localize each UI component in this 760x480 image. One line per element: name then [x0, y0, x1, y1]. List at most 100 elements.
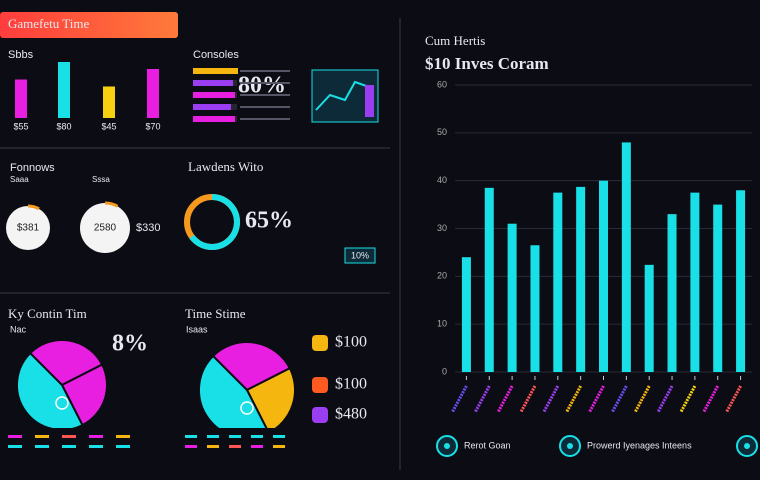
legend-swatch [8, 435, 22, 438]
mini-bar-label: $45 [101, 121, 116, 131]
stat-arc [104, 201, 119, 208]
legend-swatch [229, 435, 241, 438]
legend-swatch [251, 445, 263, 448]
panel-sub: Nac [10, 324, 27, 334]
legend-swatch [116, 445, 130, 448]
percent-label: 65% [245, 208, 293, 234]
bar [461, 257, 471, 372]
progress-bar [193, 68, 238, 74]
item-icon [312, 407, 328, 423]
button-dot [744, 443, 750, 449]
progress-bar [193, 104, 231, 110]
progress-tick [240, 70, 290, 72]
pie-slice [28, 339, 104, 387]
panel-title: Consoles [193, 49, 239, 61]
pie-hub [240, 401, 254, 415]
item-icon [312, 377, 328, 393]
panel-title: Fonnows [10, 162, 55, 174]
x-label-deco [656, 385, 674, 413]
progress-tick [240, 94, 290, 96]
legend-swatch [89, 445, 103, 448]
progress-tick [240, 118, 290, 120]
legend-swatch [229, 445, 241, 448]
legend-swatch [185, 445, 197, 448]
stat-arc [27, 204, 40, 211]
x-label-deco [542, 385, 560, 413]
item-value: $480 [335, 406, 367, 423]
mini-bar [15, 79, 27, 118]
mini-bar [103, 86, 115, 118]
bar [736, 190, 746, 372]
panel-sub: Isaas [186, 324, 208, 334]
item-value: $100 [335, 376, 367, 393]
bar [599, 180, 608, 372]
x-label-deco [565, 385, 582, 413]
legend-swatch [62, 445, 76, 448]
y-tick-label: 20 [437, 271, 447, 281]
progress-bar [193, 116, 235, 122]
y-tick-label: 60 [437, 79, 447, 89]
stat-circle [6, 206, 50, 250]
y-tick-label: 0 [442, 366, 447, 376]
donut-arc [189, 194, 240, 250]
legend-swatch [35, 445, 49, 448]
panel-label: Sbbs [8, 49, 34, 61]
bar [530, 245, 540, 372]
progress-tick [240, 82, 290, 84]
x-label-deco [679, 385, 697, 413]
y-tick-label: 50 [437, 127, 447, 137]
y-tick-label: 40 [437, 175, 447, 185]
x-label-deco [702, 385, 720, 413]
x-label-deco [725, 385, 742, 413]
legend-swatch [35, 435, 49, 438]
bar [621, 142, 631, 372]
thumbnail-bar [365, 85, 374, 117]
bar [484, 187, 494, 372]
pie-slice [211, 341, 292, 392]
pie-hub [55, 396, 69, 410]
pie-slice [60, 363, 108, 427]
x-label-deco [519, 385, 537, 413]
legend-swatch [207, 445, 219, 448]
legend-swatch [207, 435, 219, 438]
legend-swatch [8, 445, 22, 448]
button-label: Rerot Goan [464, 440, 511, 450]
progress-bar [193, 80, 233, 86]
badge-label: 10% [351, 250, 369, 260]
bar [644, 264, 654, 372]
bar [553, 192, 563, 372]
button-dot [567, 443, 573, 449]
x-label-deco [473, 385, 491, 413]
legend-swatch [273, 445, 285, 448]
y-tick-label: 30 [437, 223, 447, 233]
mini-bar [147, 69, 159, 118]
x-label-deco [588, 385, 605, 413]
x-label-deco [451, 385, 468, 413]
x-label-deco [496, 385, 514, 413]
bar [507, 223, 517, 372]
stat-circle [80, 203, 130, 253]
bar [667, 214, 677, 372]
legend-swatch [62, 435, 76, 438]
big-label: 8% [112, 331, 148, 357]
thumbnail-line [315, 80, 373, 111]
progress-bar [193, 92, 235, 98]
bar [690, 192, 700, 372]
note: $330 [136, 222, 160, 234]
chart-subtitle: $10 Inves Coram [425, 54, 549, 73]
item-value: $100 [335, 334, 367, 351]
mini-bar-label: $80 [56, 121, 71, 131]
header-title: Gamefetu Time [8, 16, 89, 31]
button-label: Prowerd Iyenages Inteens [587, 440, 692, 450]
stat-value: $381 [17, 223, 40, 234]
stat-label: Saaa [10, 175, 29, 184]
legend-swatch [185, 435, 197, 438]
item-icon [312, 335, 328, 351]
x-label-deco [611, 385, 628, 413]
panel-title: Time Stime [185, 306, 246, 321]
mini-bar-label: $70 [145, 121, 160, 131]
bar [713, 204, 723, 372]
y-tick-label: 10 [437, 319, 447, 329]
mini-bar-label: $55 [13, 121, 28, 131]
